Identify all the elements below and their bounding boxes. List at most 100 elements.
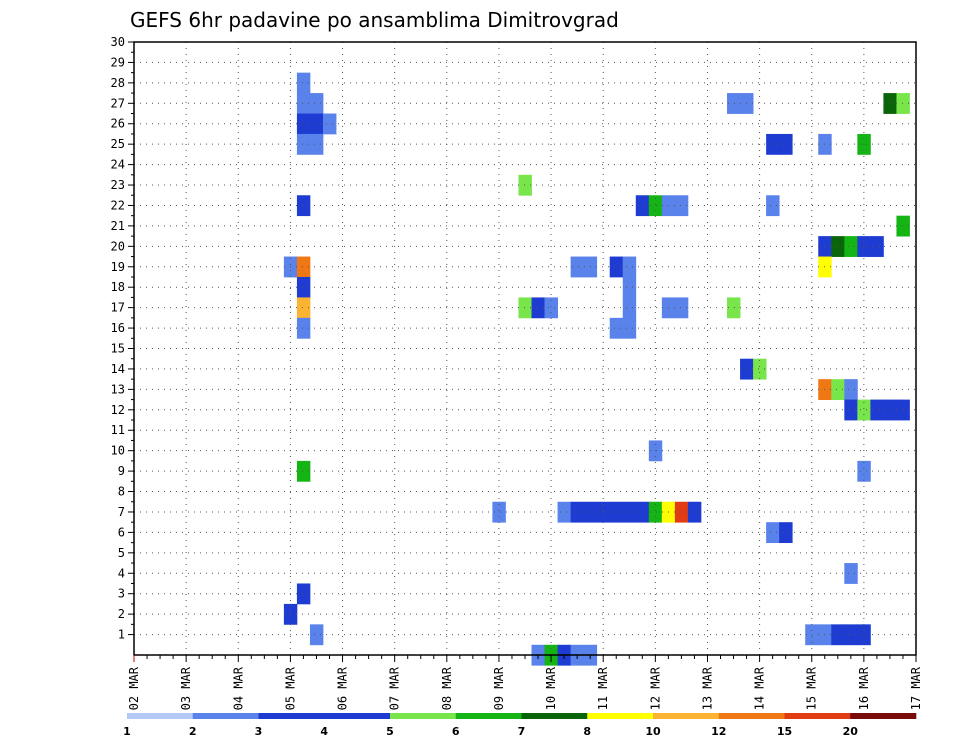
precip-cell	[296, 276, 311, 298]
precip-cell	[296, 460, 311, 482]
precip-cell	[309, 93, 324, 114]
precip-cell	[805, 624, 819, 646]
precip-cell	[857, 399, 871, 421]
precip-cell	[779, 522, 793, 544]
precip-cell	[870, 399, 884, 421]
precip-cell	[779, 133, 793, 155]
x-tick-label: 14 MAR	[753, 666, 767, 710]
y-tick-label: 26	[111, 117, 125, 131]
y-tick-label: 30	[111, 35, 125, 49]
y-tick-label: 24	[111, 158, 125, 172]
legend-label: 12	[711, 725, 726, 738]
x-tick-label: 02 MAR	[127, 666, 141, 710]
x-tick-label: 05 MAR	[283, 666, 297, 710]
precip-cell	[896, 399, 910, 421]
precip-cell	[296, 317, 311, 339]
precip-cell	[674, 501, 689, 523]
precip-cell	[609, 501, 624, 523]
legend-label: 8	[583, 725, 591, 738]
precip-cell	[518, 174, 532, 196]
precip-cell	[831, 236, 845, 257]
precip-cell	[896, 93, 910, 114]
legend-swatch	[258, 713, 325, 719]
cells-layer	[283, 72, 910, 666]
x-tick-label: 15 MAR	[805, 666, 819, 710]
legend-label: 3	[255, 725, 263, 738]
y-tick-label: 12	[111, 403, 125, 417]
precip-cell	[609, 317, 624, 339]
y-tick-label: 4	[118, 566, 125, 580]
precip-cell	[674, 297, 689, 319]
y-tick-label: 10	[111, 444, 125, 458]
precip-cell	[727, 297, 741, 319]
y-axis: 1234567891011121314151617181920212223242…	[111, 35, 134, 642]
legend-label: 2	[189, 725, 197, 738]
precip-cell	[766, 195, 780, 217]
precip-cell	[296, 72, 311, 94]
precip-cell	[635, 195, 650, 217]
legend-label: 15	[777, 725, 792, 738]
y-tick-label: 23	[111, 178, 125, 192]
y-tick-label: 3	[118, 587, 125, 601]
y-tick-label: 14	[111, 362, 125, 376]
legend-swatch	[390, 713, 457, 719]
x-tick-label: 03 MAR	[179, 666, 193, 710]
precip-cell	[622, 501, 637, 523]
legend-swatch	[521, 713, 588, 719]
y-tick-label: 17	[111, 301, 125, 315]
precip-cell	[322, 113, 337, 135]
precip-cell	[648, 501, 663, 523]
y-tick-label: 16	[111, 321, 125, 335]
y-tick-label: 11	[111, 423, 125, 437]
precip-cell	[518, 297, 532, 319]
x-tick-label: 09 MAR	[492, 666, 506, 710]
precip-cell	[844, 399, 858, 421]
precip-cell	[609, 256, 624, 278]
legend-label: 4	[320, 725, 328, 738]
legend-swatch	[850, 713, 917, 719]
precip-cell	[296, 93, 311, 114]
color-legend: 1 2 3 4 5 6 7 8 10 12 15 20	[123, 713, 917, 738]
precip-cell	[857, 460, 871, 482]
precip-cell	[309, 624, 324, 646]
x-tick-label: 11 MAR	[596, 666, 610, 710]
x-tick-label: 06 MAR	[336, 666, 350, 710]
legend-label: 7	[518, 725, 526, 738]
precip-cell	[831, 624, 845, 646]
legend-label: 6	[452, 725, 460, 738]
precip-cell	[844, 563, 858, 584]
precip-cell	[674, 195, 689, 217]
y-tick-label: 8	[118, 485, 125, 499]
precip-cell	[622, 276, 637, 298]
legend-swatch	[587, 713, 654, 719]
precip-cell	[296, 195, 311, 217]
legend-label: 5	[386, 725, 394, 738]
x-tick-label: 17 MAR	[909, 666, 923, 710]
x-axis: 02 MAR 03 MAR 04 MAR 05 MAR 06 MAR 07 MAR 08 M…	[127, 655, 923, 710]
chart-title: GEFS 6hr padavine po ansamblima Dimitrov…	[130, 8, 619, 32]
legend-swatch	[718, 713, 785, 719]
legend-label: 10	[645, 725, 661, 738]
y-tick-label: 13	[111, 382, 125, 396]
legend-swatch	[455, 713, 522, 719]
precip-cell	[296, 297, 311, 319]
precip-cell	[844, 236, 858, 257]
legend-label: 1	[123, 725, 131, 738]
precip-cell	[857, 624, 871, 646]
y-tick-label: 29	[111, 55, 125, 69]
precip-cell	[531, 297, 545, 319]
precip-cell	[687, 501, 702, 523]
precip-cell	[753, 358, 767, 380]
precip-cell	[296, 113, 311, 135]
precip-cell	[570, 501, 585, 523]
y-tick-label: 6	[118, 525, 125, 539]
precip-cell	[596, 501, 611, 523]
precip-cell	[309, 133, 324, 155]
y-tick-label: 15	[111, 342, 125, 356]
y-tick-label: 25	[111, 137, 125, 151]
precip-cell	[296, 583, 311, 605]
legend-swatch	[653, 713, 720, 719]
y-tick-label: 28	[111, 76, 125, 90]
precip-cell	[309, 113, 324, 135]
